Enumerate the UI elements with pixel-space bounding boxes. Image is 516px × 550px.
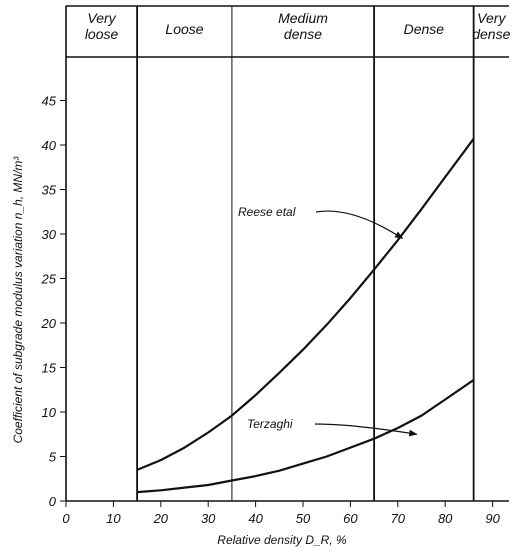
x-tick-label: 80 xyxy=(438,511,453,526)
x-tick-label: 60 xyxy=(343,511,358,526)
x-tick-label: 70 xyxy=(391,511,406,526)
zone-label: Very xyxy=(477,10,506,26)
x-axis-label: Relative density D_R, % xyxy=(217,533,347,547)
annotation-arrow xyxy=(315,210,404,239)
zone-label: Loose xyxy=(165,21,203,37)
annotation-label: Terzaghi xyxy=(247,417,293,431)
x-tick-label: 0 xyxy=(62,511,70,526)
x-tick-label: 50 xyxy=(296,511,311,526)
x-axis-ticks: 0 10 20 30 40 50 60 70 80 90 xyxy=(62,501,501,526)
series-lines xyxy=(136,138,475,494)
zone-label: Very xyxy=(87,10,116,26)
zone-label: Dense xyxy=(404,21,445,37)
annotations: Reese etal Terzaghi xyxy=(238,205,418,437)
y-tick-label: 20 xyxy=(41,316,57,331)
y-tick-label: 30 xyxy=(42,227,57,242)
zone-label: dense xyxy=(472,26,510,42)
zone-label: loose xyxy=(85,26,119,42)
x-tick-label: 30 xyxy=(201,511,216,526)
y-axis-ticks: 0 5 10 15 20 25 30 35 40 45 xyxy=(41,94,66,509)
x-tick-label: 10 xyxy=(106,511,121,526)
series-line xyxy=(136,138,475,471)
zone-label: Medium xyxy=(278,10,328,26)
x-tick-label: 90 xyxy=(485,511,500,526)
x-tick-label: 20 xyxy=(153,511,169,526)
x-tick-label: 40 xyxy=(248,511,263,526)
y-tick-label: 35 xyxy=(42,183,57,198)
annotation-arrow xyxy=(314,423,418,437)
y-tick-label: 45 xyxy=(42,94,57,109)
y-tick-label: 0 xyxy=(49,494,57,509)
zone-label: dense xyxy=(284,26,322,42)
y-tick-label: 5 xyxy=(49,450,57,465)
annotation-label: Reese etal xyxy=(238,205,296,219)
y-tick-label: 15 xyxy=(42,361,57,376)
y-tick-label: 25 xyxy=(41,272,57,287)
y-tick-label: 40 xyxy=(42,138,57,153)
y-axis-label: Coefficient of subgrade modulus variatio… xyxy=(11,156,25,444)
series-line xyxy=(137,379,475,494)
y-tick-label: 10 xyxy=(42,405,57,420)
plot-frame xyxy=(65,5,509,502)
